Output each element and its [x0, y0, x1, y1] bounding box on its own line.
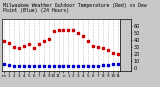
Text: Milwaukee Weather Outdoor Temperature (Red) vs Dew Point (Blue) (24 Hours): Milwaukee Weather Outdoor Temperature (R… [3, 3, 147, 13]
